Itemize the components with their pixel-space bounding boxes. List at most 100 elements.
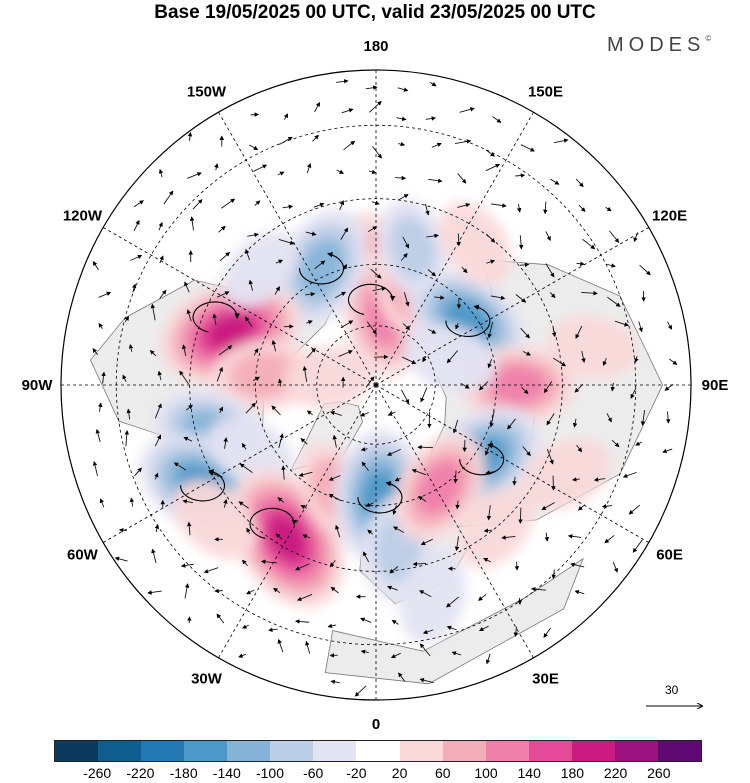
wind-vector [392,505,397,516]
latitude-circle [316,325,436,445]
anomaly-contour-18-0 [399,549,467,645]
longitude-label: 150W [187,83,227,100]
wind-vector [633,232,638,243]
wind-vector [602,357,607,367]
wind-vector [365,376,375,388]
wind-vector [543,627,551,638]
anomaly-contour-13-0 [207,416,295,487]
longitude-label: 90E [702,377,729,394]
wind-vector [576,444,583,453]
wind-vector [218,345,233,356]
colorbar-swatch [356,741,400,761]
wind-vector [179,370,189,385]
wind-vector [400,253,408,261]
wind-vector [343,140,356,151]
wind-vector [575,325,583,339]
wind-vector [295,563,310,571]
colorbar-tick-label: -180 [169,765,198,781]
wind-vector [411,468,426,476]
wind-vector [306,410,313,416]
wind-vector [485,653,491,665]
wind-vector [665,411,671,424]
wind-vector [219,251,231,262]
wind-vector [366,321,377,335]
wind-vector [519,262,530,268]
wind-vector [277,497,285,503]
meridian-line [103,227,377,386]
colorbar-swatch [184,741,228,761]
wind-vector [300,505,307,510]
reference-vector-arrow [646,682,710,722]
wind-vector [360,649,369,655]
wind-vector [328,475,341,481]
wind-vector [446,350,458,364]
wind-vector [216,366,224,382]
reference-vector-label: 30 [665,683,679,697]
wind-vector [363,551,370,563]
wind-vector [520,327,530,339]
wind-vector [541,502,555,510]
wind-vector [101,371,106,384]
wind-vector [154,524,160,533]
wind-vector [429,81,437,87]
wind-vector [419,677,434,684]
wind-vector [92,261,99,271]
colorbar-tick-label: 20 [391,765,408,781]
wind-vector [340,320,354,329]
wind-vector [581,291,598,296]
wind-vector [612,561,618,573]
wind-vector [394,477,402,482]
wind-vector [420,538,433,545]
wind-vector [419,590,432,598]
longitude-label: 150E [528,83,563,100]
colorbar-swatch [399,741,443,761]
wind-vector [390,652,401,659]
wind-vector [253,376,260,382]
map-title: Base 19/05/2025 00 UTC, valid 23/05/2025… [154,2,596,23]
wind-vector [522,446,531,457]
wind-vector [461,266,468,274]
longitude-label: 120W [63,208,103,225]
colorbar-tick-label: 60 [435,765,451,781]
wind-vector [434,295,445,300]
wind-vector [487,359,493,369]
map-boundary [60,69,692,701]
wind-vector [517,597,522,606]
wind-vector [305,231,317,236]
wind-vector [245,248,251,261]
meridian-line [375,112,534,386]
wind-vector [302,365,308,382]
colorbar-swatch [55,741,99,761]
wind-vector [305,640,311,654]
landmass-3 [324,557,584,685]
wind-vector [268,627,278,633]
wind-vector [577,504,586,511]
wind-vector [129,497,135,507]
wind-vector [338,350,353,357]
wind-vector [667,321,673,330]
wind-vector [606,413,612,423]
colorbar-swatch [141,741,185,761]
wind-vector [185,404,193,411]
wind-vector [98,322,103,329]
wind-vector [157,370,162,381]
wind-vector [369,100,382,113]
wind-vector [609,230,620,243]
wind-vector [114,556,128,562]
colorbar [54,740,702,762]
wind-vector [457,202,471,208]
wind-vector [253,164,268,172]
wind-vector [582,238,596,250]
wind-vector [159,255,164,264]
colorbar-swatch [614,741,658,761]
wind-vector [239,463,253,473]
wind-vector [341,108,354,114]
wind-vector [173,462,187,471]
anomaly-contour-10-0 [546,315,638,379]
circulation-swirl [357,481,403,514]
wind-vector [336,169,345,174]
wind-vector [489,411,495,428]
wind-vector [490,295,506,300]
wind-vector [422,356,427,363]
wind-vector [216,613,225,624]
